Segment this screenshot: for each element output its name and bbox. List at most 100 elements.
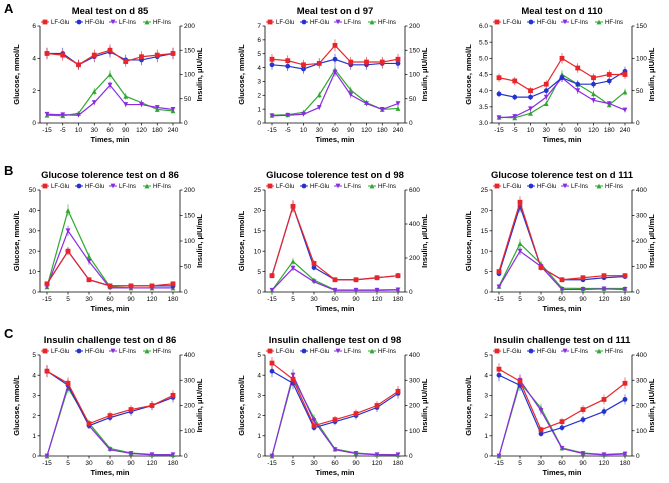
square-marker [353, 277, 359, 283]
circle-marker [285, 63, 291, 69]
y-tick-label: 7 [257, 23, 261, 30]
y-tick-label: 3 [32, 393, 36, 400]
y2-tick-label: 100 [409, 72, 420, 79]
y2-tick-label: 300 [184, 377, 195, 384]
legend-entry: LF-Ins [119, 184, 136, 190]
circle-marker [332, 56, 338, 62]
square-marker [86, 277, 92, 283]
x-tick-label: 60 [331, 127, 339, 134]
x-tick-label: -5 [512, 127, 518, 134]
square-marker [44, 281, 50, 287]
square-marker [601, 273, 607, 279]
y-tick-label: 1 [257, 106, 261, 113]
y2-tick-label: 150 [636, 23, 647, 30]
circle-marker [512, 94, 518, 100]
x-tick-label: 30 [85, 460, 93, 467]
square-marker [311, 261, 317, 266]
series-lf-ins [269, 369, 401, 459]
legend-entry: HF-Glu [310, 184, 329, 190]
triangle-up-marker [369, 348, 375, 354]
y-tick-label: 0 [257, 120, 261, 127]
triangle-down-marker [332, 287, 338, 293]
triangle-up-marker [395, 106, 401, 111]
square-marker [269, 273, 275, 279]
square-marker [559, 419, 565, 425]
circle-marker [543, 88, 549, 94]
triangle-up-marker [144, 19, 150, 25]
y2-tick-label: 100 [184, 428, 195, 435]
circle-marker [76, 348, 82, 354]
square-marker [154, 52, 160, 58]
square-marker [42, 348, 48, 354]
x-tick-label: 5 [291, 460, 295, 467]
x-tick-label: -15 [494, 296, 504, 303]
square-marker [395, 388, 401, 394]
x-axis-label: Times, min [315, 135, 354, 144]
y-tick-label: 3 [257, 393, 261, 400]
series-lf-ins [44, 81, 176, 118]
y-tick-label: 5.0 [479, 56, 488, 63]
triangle-down-marker [332, 69, 338, 75]
triangle-up-marker [91, 89, 97, 94]
x-tick-label: 180 [604, 127, 615, 134]
y2-tick-label: 100 [636, 56, 647, 63]
y-tick-label: 3.5 [479, 104, 488, 111]
legend-entry: LF-Glu [276, 20, 294, 26]
legend-entry: HF-Ins [378, 349, 396, 355]
x-tick-label: 30 [91, 127, 99, 134]
x-tick-label: 180 [620, 460, 631, 467]
chart-title: Glucose tolerence test on d 111 [491, 170, 634, 181]
y-axis-label: Glucose, mmol/L [464, 210, 473, 271]
square-marker [374, 275, 380, 281]
series-line [271, 70, 399, 117]
square-marker [301, 62, 306, 68]
y-tick-label: 4 [257, 65, 261, 72]
triangle-up-marker [316, 92, 322, 98]
y-tick-label: 6 [257, 37, 261, 44]
circle-marker [528, 348, 534, 354]
chart-title: Insulin challenge test on d 86 [44, 335, 177, 346]
y-tick-label: 6.0 [479, 23, 488, 30]
x-tick-label: -15 [494, 127, 504, 134]
square-marker [622, 273, 628, 279]
series-hf-glu [496, 66, 628, 101]
x-tick-label: -15 [267, 460, 277, 467]
x-tick-label: 5 [518, 296, 522, 303]
triangle-down-marker [316, 105, 322, 110]
x-axis-label: Times, min [315, 468, 354, 477]
circle-marker [269, 368, 275, 374]
triangle-down-marker [123, 102, 129, 107]
x-tick-label: 60 [558, 127, 566, 134]
triangle-up-marker [543, 101, 549, 106]
triangle-down-marker [364, 101, 369, 106]
legend-entry: LF-Ins [344, 349, 361, 355]
y2-tick-label: 200 [409, 23, 420, 30]
triangle-down-marker [580, 451, 586, 456]
square-marker [316, 61, 322, 66]
y2-tick-label: 0 [636, 289, 640, 296]
y-tick-label: 25 [481, 187, 489, 194]
square-marker [606, 72, 612, 77]
y-tick-label: 10 [481, 248, 489, 255]
y-tick-label: 5 [257, 269, 261, 276]
series-hf-ins [44, 204, 176, 291]
x-axis-label: Times, min [90, 468, 129, 477]
x-tick-label: 120 [372, 296, 383, 303]
x-tick-label: -15 [42, 460, 52, 467]
square-marker [149, 403, 155, 408]
triangle-up-marker [622, 89, 628, 95]
triangle-down-marker [496, 453, 502, 459]
triangle-up-marker [528, 110, 533, 116]
y-tick-label: 0 [484, 289, 488, 296]
square-marker [395, 56, 401, 62]
y-tick-label: 5.5 [479, 39, 488, 46]
circle-marker [269, 62, 275, 68]
triangle-down-marker [353, 287, 359, 293]
triangle-down-marker [91, 100, 97, 106]
triangle-down-marker [110, 183, 116, 189]
x-tick-label: 30 [537, 460, 545, 467]
triangle-down-marker [348, 92, 354, 98]
square-marker [76, 62, 81, 68]
